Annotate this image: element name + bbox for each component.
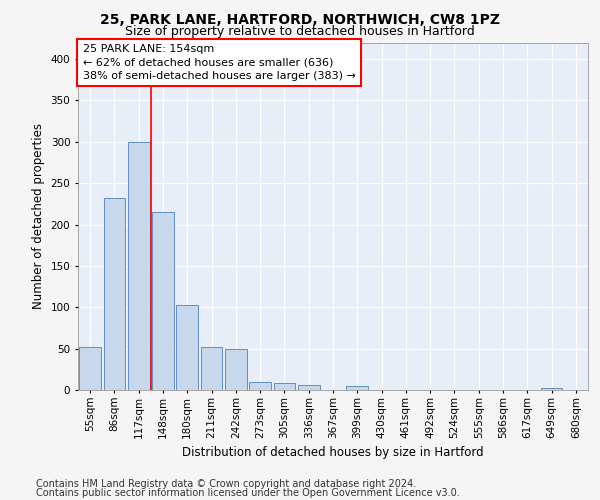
Bar: [249, 382, 271, 390]
Bar: [152, 212, 174, 390]
Bar: [200, 347, 223, 390]
Text: Contains HM Land Registry data © Crown copyright and database right 2024.: Contains HM Land Registry data © Crown c…: [36, 479, 416, 489]
Bar: [104, 198, 125, 390]
Bar: [225, 350, 247, 390]
Text: 25, PARK LANE, HARTFORD, NORTHWICH, CW8 1PZ: 25, PARK LANE, HARTFORD, NORTHWICH, CW8 …: [100, 12, 500, 26]
Text: 25 PARK LANE: 154sqm
← 62% of detached houses are smaller (636)
38% of semi-deta: 25 PARK LANE: 154sqm ← 62% of detached h…: [83, 44, 356, 80]
Bar: [79, 347, 101, 390]
Bar: [298, 385, 320, 390]
Bar: [346, 386, 368, 390]
Bar: [274, 382, 295, 390]
Bar: [128, 142, 149, 390]
Y-axis label: Number of detached properties: Number of detached properties: [32, 123, 45, 309]
Bar: [541, 388, 562, 390]
Bar: [176, 305, 198, 390]
Text: Contains public sector information licensed under the Open Government Licence v3: Contains public sector information licen…: [36, 488, 460, 498]
X-axis label: Distribution of detached houses by size in Hartford: Distribution of detached houses by size …: [182, 446, 484, 459]
Text: Size of property relative to detached houses in Hartford: Size of property relative to detached ho…: [125, 25, 475, 38]
